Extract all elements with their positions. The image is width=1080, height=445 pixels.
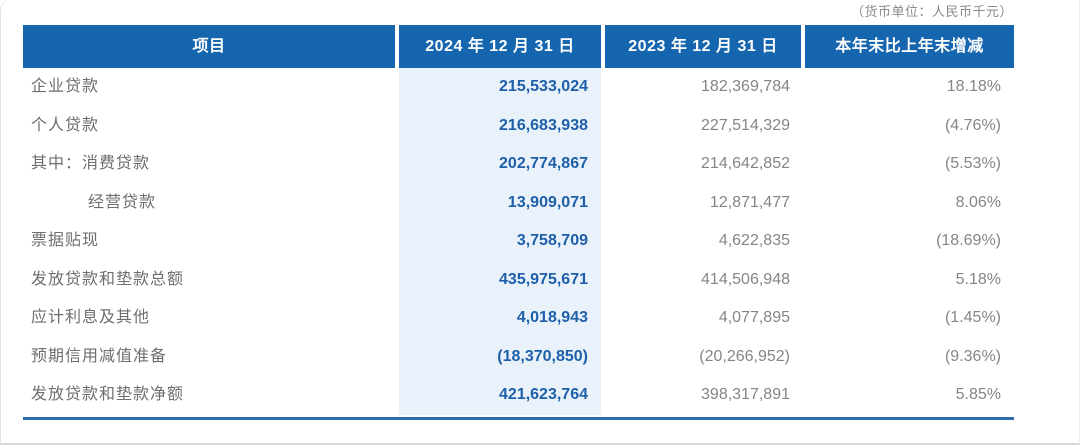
row-change-value: (1.45%) <box>944 309 1001 326</box>
row-label: 其中：消费贷款 <box>31 155 151 172</box>
row-change-value: (4.76%) <box>944 116 1001 134</box>
header-cell-item: 项目 <box>23 25 395 68</box>
row-label: 发放贷款和垫款净额 <box>31 386 185 403</box>
row-label: 个人贷款 <box>31 116 100 134</box>
row-change-value: (9.36%) <box>944 347 1001 365</box>
row-value-2023: 227,514,329 <box>701 116 790 134</box>
row-value-2024: (18,370,850) <box>399 337 601 376</box>
row-change-value: 8.06% <box>955 193 1001 211</box>
table-row: 应计利息及其他 4,018,943 4,077,895 (1.45%) <box>23 299 1014 338</box>
table-row: 经营贷款 13,909,071 12,871,477 8.06% <box>23 183 1014 222</box>
row-value-2024: 3,758,709 <box>399 222 601 261</box>
currency-unit-note: （货币单位：人民币千元） <box>850 4 1013 19</box>
row-value-2023: (20,266,952) <box>699 347 790 365</box>
row-value-2023: 4,622,835 <box>718 232 790 249</box>
table-row: 其中：消费贷款 202,774,867 214,642,852 (5.53%) <box>23 145 1014 184</box>
row-value-2023: 398,317,891 <box>701 386 790 403</box>
row-value-2024: 202,774,867 <box>399 145 601 184</box>
table-header-row: 项目 2024 年 12 月 31 日 2023 年 12 月 31 日 本年末… <box>23 25 1014 68</box>
row-change-value: 5.18% <box>955 270 1001 288</box>
row-value-2024: 215,533,024 <box>399 68 601 107</box>
row-value-2024: 216,683,938 <box>399 106 601 145</box>
row-value-2024: 13,909,071 <box>399 183 601 222</box>
row-value-2023: 414,506,948 <box>701 270 790 288</box>
row-value-2023: 12,871,477 <box>709 193 790 211</box>
table-row: 发放贷款和垫款净额 421,623,764 398,317,891 5.85% <box>23 376 1014 415</box>
row-value-2023: 4,077,895 <box>718 309 790 326</box>
table-row: 企业贷款 215,533,024 182,369,784 18.18% <box>23 68 1014 107</box>
row-value-2024: 4,018,943 <box>399 299 601 338</box>
row-label: 发放贷款和垫款总额 <box>31 270 185 288</box>
row-change-value: 5.85% <box>955 386 1001 403</box>
table-row: 个人贷款 216,683,938 227,514,329 (4.76%) <box>23 106 1014 145</box>
table-body: 企业贷款 215,533,024 182,369,784 18.18% 个人贷款… <box>23 68 1014 415</box>
row-value-2024: 435,975,671 <box>399 260 601 299</box>
row-label: 经营贷款 <box>88 193 157 211</box>
table-row: 票据贴现 3,758,709 4,622,835 (18.69%) <box>23 222 1014 261</box>
table-row: 发放贷款和垫款总额 435,975,671 414,506,948 5.18% <box>23 260 1014 299</box>
row-label: 应计利息及其他 <box>31 309 151 326</box>
loans-table: 项目 2024 年 12 月 31 日 2023 年 12 月 31 日 本年末… <box>23 25 1014 420</box>
row-label: 企业贷款 <box>31 78 100 95</box>
header-cell-2024: 2024 年 12 月 31 日 <box>399 25 601 68</box>
row-label: 预期信用减值准备 <box>31 347 168 365</box>
row-change-value: 18.18% <box>946 78 1001 95</box>
header-cell-change: 本年末比上年末增减 <box>805 25 1014 68</box>
row-label: 票据贴现 <box>31 232 100 249</box>
row-change-value: (18.69%) <box>936 232 1001 249</box>
table-row: 预期信用减值准备 (18,370,850) (20,266,952) (9.36… <box>23 337 1014 376</box>
table-bottom-rule <box>23 416 1014 420</box>
row-value-2024: 421,623,764 <box>399 376 601 415</box>
row-value-2023: 214,642,852 <box>701 155 790 172</box>
row-change-value: (5.53%) <box>944 155 1001 172</box>
header-cell-2023: 2023 年 12 月 31 日 <box>605 25 801 68</box>
row-value-2023: 182,369,784 <box>701 78 790 95</box>
